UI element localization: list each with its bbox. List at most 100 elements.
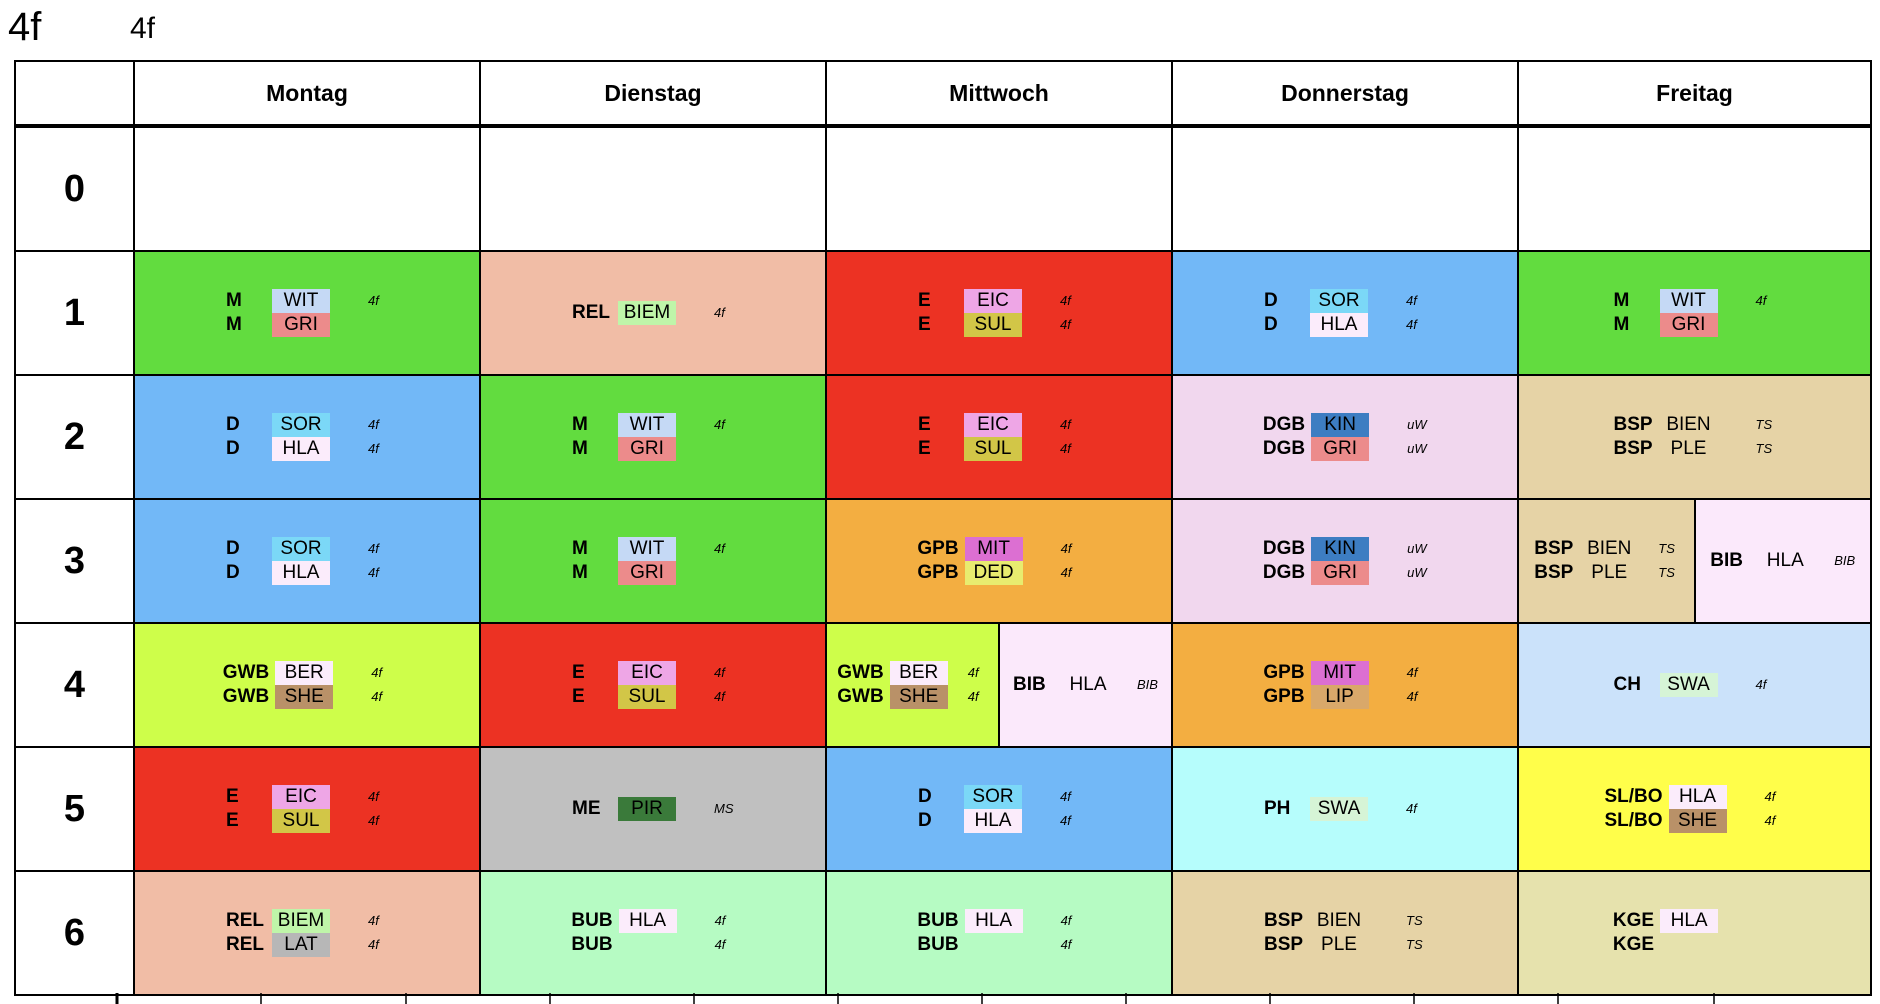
lesson-cell-tuesday[interactable]: BUB HLA 4f BUB 4f: [479, 870, 827, 996]
split-lesson: BSP BIEN TS BSP PLE TS BIB HLA BIB: [1519, 500, 1870, 622]
teacher-code: SUL: [964, 313, 1022, 337]
room-code: 4f: [368, 565, 379, 580]
lesson-cell-monday[interactable]: REL BIEM 4f REL LAT 4f: [133, 870, 481, 996]
subject-code: CH: [1613, 674, 1641, 695]
lesson-cell-friday[interactable]: CH SWA 4f: [1517, 622, 1872, 748]
lesson-list: BSP BIEN TS BSP PLE TS: [1614, 376, 1776, 498]
room-code: 4f: [1060, 293, 1071, 308]
lesson-cell-tuesday[interactable]: M WIT 4f M GRI: [479, 498, 827, 624]
teacher-code: WIT: [1659, 289, 1718, 313]
lesson-cell-friday[interactable]: BSP BIEN TS BSP PLE TS: [1517, 374, 1872, 500]
split-lesson-part[interactable]: BSP BIEN TS BSP PLE TS: [1519, 500, 1694, 622]
period-number: 5: [14, 746, 135, 872]
teacher-code: PLE: [1670, 438, 1707, 459]
lesson-cell-friday[interactable]: SL/BO HLA 4f SL/BO SHE 4f: [1517, 746, 1872, 872]
lesson-cell-thursday[interactable]: DGB KIN uW DGB GRI uW: [1171, 498, 1519, 624]
room-code: 4f: [714, 937, 726, 952]
lesson-list: DGB KIN uW DGB GRI uW: [1263, 500, 1427, 622]
lesson-line: GWB BER 4f: [223, 661, 391, 685]
subject-code: SL/BO: [1604, 810, 1663, 831]
lesson-cell-monday[interactable]: D SOR 4f D HLA 4f: [133, 498, 481, 624]
room-code: 4f: [1060, 789, 1071, 804]
teacher-code: BER: [889, 661, 948, 685]
room-code: TS: [1658, 565, 1675, 580]
teacher-code: EIC: [964, 289, 1022, 313]
subject-code: E: [572, 686, 585, 707]
lesson-list: GPB MIT 4f GPB LIP 4f: [1263, 624, 1426, 746]
lesson-line: BUB 4f: [571, 933, 734, 957]
lesson-cell-tuesday[interactable]: REL BIEM 4f: [479, 250, 827, 376]
lesson-cell-monday[interactable]: E EIC 4f E SUL 4f: [133, 746, 481, 872]
lesson-cell-monday[interactable]: D SOR 4f D HLA 4f: [133, 374, 481, 500]
lesson-cell-wednesday[interactable]: GPB MIT 4f GPB DED 4f: [825, 498, 1173, 624]
lesson-line: BSP PLE TS: [1614, 437, 1776, 461]
lesson-cell-thursday[interactable]: PH SWA 4f: [1171, 746, 1519, 872]
lesson-list: M WIT 4f M GRI: [1614, 252, 1776, 374]
lesson-cell-friday[interactable]: M WIT 4f M GRI: [1517, 250, 1872, 376]
lesson-line: PH SWA 4f: [1264, 797, 1426, 821]
lesson-cell-thursday[interactable]: D SOR 4f D HLA 4f: [1171, 250, 1519, 376]
lesson-list: E EIC 4f E SUL 4f: [572, 624, 734, 746]
teacher-code: MIT: [964, 537, 1023, 561]
lesson-cell-thursday[interactable]: [1171, 125, 1519, 252]
lesson-cell-thursday[interactable]: BSP BIEN TS BSP PLE TS: [1171, 870, 1519, 996]
lesson-cell-thursday[interactable]: DGB KIN uW DGB GRI uW: [1171, 374, 1519, 500]
period-number: 4: [14, 622, 135, 748]
period-row: 4 GWB BER 4f GWB SHE 4f E EIC 4f E SUL 4f GWB BER 4f GWB…: [14, 622, 1872, 748]
lesson-cell-friday[interactable]: KGE HLA KGE: [1517, 870, 1872, 996]
teacher-code: SOR: [272, 413, 330, 437]
lesson-cell-monday[interactable]: [133, 125, 481, 252]
lesson-line: D SOR 4f: [226, 537, 388, 561]
lesson-line: E EIC 4f: [226, 785, 388, 809]
lesson-line: D SOR 4f: [226, 413, 388, 437]
lesson-cell-wednesday[interactable]: D SOR 4f D HLA 4f: [825, 746, 1173, 872]
subject-code: GPB: [917, 562, 959, 583]
lesson-line: BIB HLA BIB: [1710, 549, 1855, 573]
teacher-code: GRI: [618, 561, 676, 585]
lesson-line: E SUL 4f: [918, 437, 1080, 461]
lesson-cell-friday[interactable]: [1517, 125, 1872, 252]
subject-code: BIB: [1013, 674, 1046, 695]
room-code: 4f: [714, 541, 725, 556]
room-code: 4f: [368, 541, 379, 556]
lesson-cell-wednesday[interactable]: [825, 125, 1173, 252]
day-header-thursday: Donnerstag: [1171, 60, 1519, 128]
lesson-cell-monday[interactable]: M WIT 4f M GRI: [133, 250, 481, 376]
period-row: 1 M WIT 4f M GRI REL BIEM 4f E EIC 4f E SUL 4f D SOR 4f D H…: [14, 250, 1872, 376]
lesson-line: GWB SHE 4f: [223, 685, 391, 709]
lesson-cell-tuesday[interactable]: [479, 125, 827, 252]
lesson-cell-wednesday[interactable]: BUB HLA 4f BUB 4f: [825, 870, 1173, 996]
split-lesson-part[interactable]: GWB BER 4f GWB SHE 4f: [827, 624, 998, 746]
lesson-list: D SOR 4f D HLA 4f: [226, 500, 388, 622]
room-code: 4f: [714, 913, 726, 928]
lesson-line: D SOR 4f: [1264, 289, 1426, 313]
corner-cell: [14, 60, 135, 128]
split-lesson-part[interactable]: BIB HLA BIB: [998, 624, 1171, 746]
lesson-list: BUB HLA 4f BUB 4f: [571, 872, 734, 994]
subject-code: GWB: [837, 662, 884, 683]
lesson-cell-friday[interactable]: BSP BIEN TS BSP PLE TS BIB HLA BIB: [1517, 498, 1872, 624]
lesson-cell-monday[interactable]: GWB BER 4f GWB SHE 4f: [133, 622, 481, 748]
teacher-code: PLE: [1321, 934, 1357, 955]
lesson-cell-tuesday[interactable]: ME PIR MS: [479, 746, 827, 872]
lesson-cell-tuesday[interactable]: M WIT 4f M GRI: [479, 374, 827, 500]
lesson-line: REL LAT 4f: [226, 933, 388, 957]
subject-code: BUB: [917, 910, 959, 931]
room-code: BIB: [1137, 677, 1158, 692]
lesson-list: E EIC 4f E SUL 4f: [226, 748, 388, 870]
lesson-cell-wednesday[interactable]: E EIC 4f E SUL 4f: [825, 250, 1173, 376]
teacher-code: BIEN: [1587, 538, 1632, 559]
lesson-cell-wednesday[interactable]: E EIC 4f E SUL 4f: [825, 374, 1173, 500]
room-code: TS: [1658, 541, 1675, 556]
lesson-cell-wednesday[interactable]: GWB BER 4f GWB SHE 4f BIB HLA BIB: [825, 622, 1173, 748]
teacher-code: KIN: [1311, 537, 1370, 561]
lesson-line: BUB 4f: [917, 933, 1080, 957]
lesson-line: BSP PLE TS: [1264, 933, 1426, 957]
split-lesson-part[interactable]: BIB HLA BIB: [1693, 500, 1870, 622]
lesson-cell-tuesday[interactable]: E EIC 4f E SUL 4f: [479, 622, 827, 748]
lesson-cell-thursday[interactable]: GPB MIT 4f GPB LIP 4f: [1171, 622, 1519, 748]
subject-code: REL: [226, 934, 264, 955]
room-code: 4f: [368, 789, 379, 804]
subject-code: D: [1264, 314, 1278, 335]
lesson-list: M WIT 4f M GRI: [226, 252, 388, 374]
